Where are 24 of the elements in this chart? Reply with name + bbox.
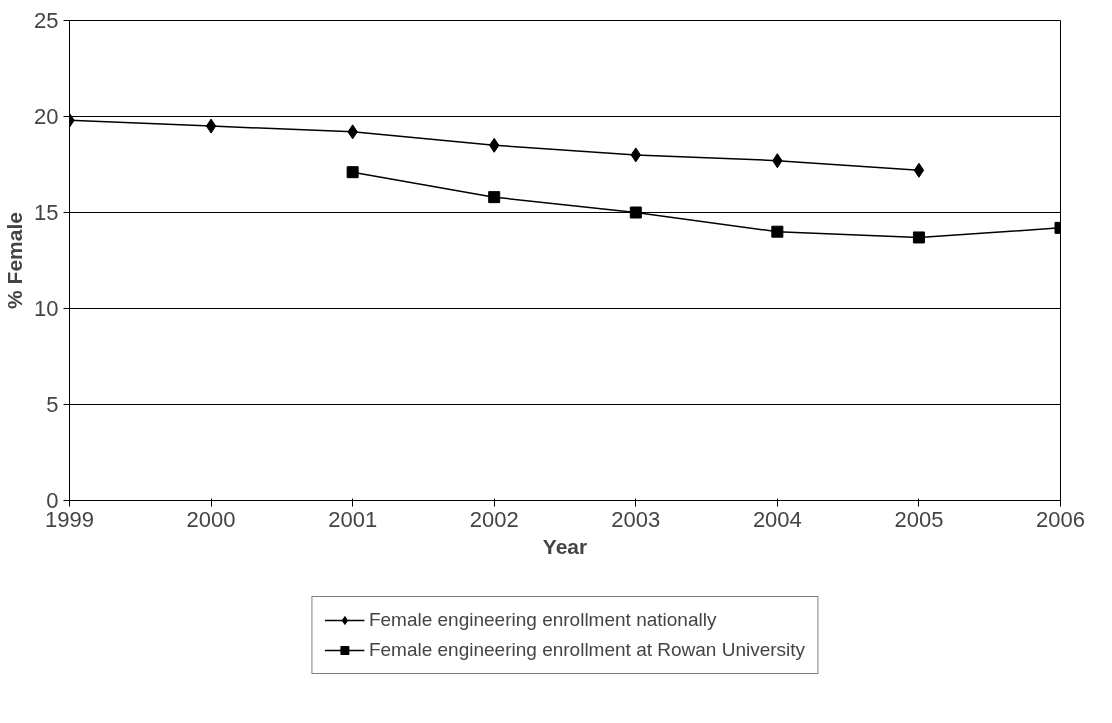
point [771,225,784,238]
legend-label: Female engineering enrollment nationally [368,609,717,631]
point [912,231,925,244]
x-tick-label: 2004 [752,506,802,532]
y-axis-title: % Female [3,212,27,309]
x-tick-label: 2001 [328,506,378,532]
y-tick-label: 20 [34,104,59,129]
x-tick-label: 2002 [469,506,519,532]
x-axis-title: Year [542,534,588,558]
point [205,118,217,134]
y-tick-label: 0 [46,488,59,513]
x-tick-label: 2000 [186,506,236,532]
y-tick-label: 5 [46,392,59,417]
point [913,162,925,178]
x-tick-label: 2003 [611,506,661,532]
legend-label: Female engineering enrollment at Rowan University [368,639,806,661]
x-tick-label: 2005 [894,506,944,532]
point [629,206,642,219]
point [346,166,359,179]
point [488,191,501,204]
x-tick-label: 2006 [1036,506,1085,532]
y-tick-label: 25 [34,8,59,33]
y-tick-label: 10 [34,296,59,321]
y-tick-label: 15 [34,200,59,225]
